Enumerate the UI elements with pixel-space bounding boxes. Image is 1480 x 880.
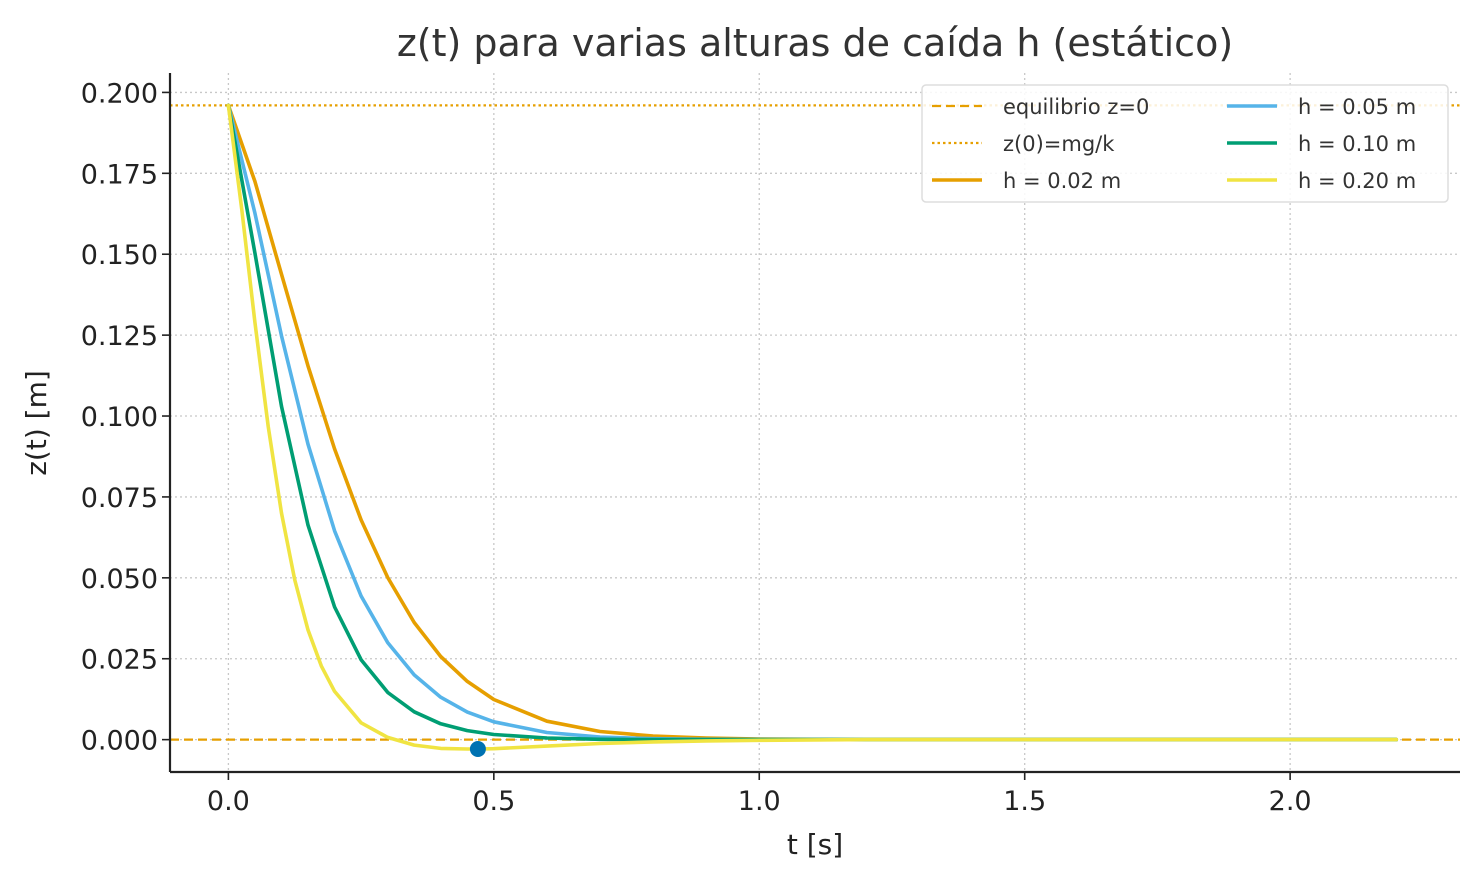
chart-title: z(t) para varias alturas de caída h (est…	[397, 21, 1233, 65]
y-tick-label-3: 0.075	[81, 483, 158, 514]
series-lines	[226, 103, 1399, 751]
markers	[469, 741, 486, 758]
min-point-marker-0	[469, 741, 486, 758]
legend-label-0: equilibrio z=0	[1003, 95, 1149, 119]
x-tick-label-1: 0.5	[472, 786, 515, 817]
legend-box	[921, 84, 1449, 203]
y-tick-label-1: 0.025	[81, 645, 158, 676]
legend-label-2: h = 0.02 m	[1003, 169, 1121, 193]
legend-label-1: z(0)=mg/k	[1003, 132, 1115, 156]
legend-label-3: h = 0.05 m	[1298, 95, 1416, 119]
ticks: 0.0 0.5 1.0 1.5 2.0 0.000 0.025 0.050 0.075 0.100…	[81, 78, 1312, 817]
x-tick-label-2: 1.0	[738, 786, 781, 817]
legend: equilibrio z=0 z(0)=mg/k h = 0.02 m h = 0.0…	[921, 84, 1449, 203]
y-tick-label-4: 0.100	[81, 402, 158, 433]
y-axis-label: z(t) [m]	[20, 370, 53, 476]
x-tick-label-3: 1.5	[1003, 786, 1046, 817]
x-axis-label: t [s]	[787, 828, 843, 861]
y-tick-label-7: 0.175	[81, 159, 158, 190]
series-line-3	[226, 103, 1399, 751]
x-tick-label-4: 2.0	[1269, 786, 1312, 817]
legend-label-4: h = 0.10 m	[1298, 132, 1416, 156]
legend-label-5: h = 0.20 m	[1298, 169, 1416, 193]
y-tick-label-0: 0.000	[81, 726, 158, 757]
x-tick-label-0: 0.0	[207, 786, 250, 817]
y-tick-label-2: 0.050	[81, 564, 158, 595]
y-tick-label-8: 0.200	[81, 78, 158, 109]
axes	[168, 73, 1460, 774]
y-tick-label-5: 0.125	[81, 321, 158, 352]
y-tick-label-6: 0.150	[81, 240, 158, 271]
